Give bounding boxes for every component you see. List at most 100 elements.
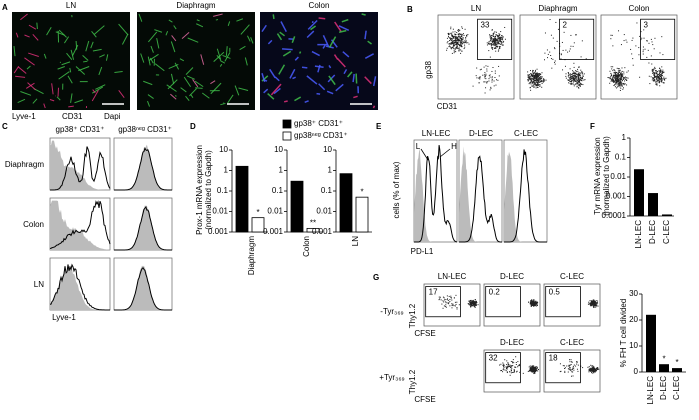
event-dot — [476, 301, 478, 303]
event-dot — [532, 79, 534, 81]
event-dot — [461, 40, 463, 42]
event-dot — [595, 305, 597, 307]
event-dot — [562, 69, 564, 71]
event-dot — [642, 49, 644, 51]
vessel — [154, 63, 165, 72]
event-dot — [658, 82, 660, 84]
event-dot — [588, 301, 590, 303]
event-dot — [627, 70, 629, 72]
event-dot — [501, 39, 503, 41]
vessel — [372, 76, 377, 87]
y-tick-label: 0 — [634, 367, 639, 376]
vessel — [279, 31, 286, 37]
vessel — [192, 79, 199, 88]
vessel — [307, 19, 318, 30]
flow-plot — [483, 349, 541, 393]
event-dot — [462, 41, 464, 43]
event-dot — [531, 75, 533, 77]
event-dot — [621, 73, 623, 75]
event-dot — [537, 86, 539, 88]
event-dot — [504, 26, 506, 28]
arrow — [420, 148, 429, 161]
y-tick-label: 0.01 — [316, 207, 332, 216]
event-dot — [451, 38, 453, 40]
event-dot — [498, 33, 500, 35]
event-dot — [654, 73, 656, 75]
vessel — [57, 66, 65, 70]
event-dot — [531, 85, 533, 87]
flow-plot — [600, 14, 678, 100]
event-dot — [590, 370, 592, 372]
event-dot — [458, 304, 460, 306]
event-dot — [452, 28, 454, 30]
event-dot — [554, 60, 556, 62]
event-dot — [532, 74, 534, 76]
event-dot — [530, 81, 532, 83]
event-dot — [453, 45, 455, 47]
event-dot — [459, 39, 461, 41]
event-dot — [617, 78, 619, 80]
event-dot — [509, 374, 511, 376]
event-dot — [573, 72, 575, 74]
event-dot — [535, 302, 537, 304]
event-dot — [656, 78, 658, 80]
event-dot — [579, 84, 581, 86]
event-dot — [487, 65, 489, 67]
event-dot — [474, 301, 476, 303]
event-dot — [478, 77, 480, 79]
event-dot — [450, 42, 452, 44]
image-title: Diaphragm — [176, 1, 215, 10]
event-dot — [573, 369, 575, 371]
event-dot — [496, 46, 498, 48]
x-tick-label: C-LEC — [672, 376, 681, 400]
histogram — [503, 139, 548, 243]
event-dot — [465, 40, 467, 42]
event-dot — [610, 75, 612, 77]
vessel — [85, 40, 90, 52]
vessel — [219, 63, 223, 67]
event-dot — [608, 77, 610, 79]
vessel — [181, 31, 190, 39]
event-dot — [536, 84, 538, 86]
vessel — [306, 30, 315, 39]
event-dot — [623, 84, 625, 86]
event-dot — [540, 79, 542, 81]
event-dot — [571, 83, 573, 85]
event-dot — [529, 75, 531, 77]
vessel — [75, 66, 86, 75]
vessel — [67, 75, 73, 84]
event-dot — [534, 72, 536, 74]
histogram-fill — [414, 148, 457, 242]
event-dot — [656, 79, 658, 81]
legend-text: CD31 — [62, 112, 83, 121]
event-dot — [582, 72, 584, 74]
event-dot — [510, 370, 512, 372]
event-dot — [474, 306, 476, 308]
event-dot — [527, 80, 529, 82]
event-dot — [573, 81, 575, 83]
event-dot — [486, 81, 488, 83]
event-dot — [485, 78, 487, 80]
event-dot — [618, 74, 620, 76]
event-dot — [554, 63, 556, 65]
vessel — [273, 87, 281, 95]
event-dot — [534, 76, 536, 78]
event-dot — [488, 80, 490, 82]
event-dot — [452, 36, 454, 38]
event-dot — [661, 66, 663, 68]
vessel — [118, 90, 125, 98]
event-dot — [618, 78, 620, 80]
vessel — [280, 21, 287, 33]
event-dot — [592, 299, 594, 301]
event-dot — [591, 370, 593, 372]
event-dot — [618, 83, 620, 85]
vessel — [28, 24, 37, 30]
event-dot — [590, 304, 592, 306]
event-dot — [656, 82, 658, 84]
event-dot — [654, 66, 656, 68]
event-dot — [500, 36, 502, 38]
event-dot — [585, 58, 587, 60]
vessel — [61, 61, 71, 66]
event-dot — [589, 304, 591, 306]
